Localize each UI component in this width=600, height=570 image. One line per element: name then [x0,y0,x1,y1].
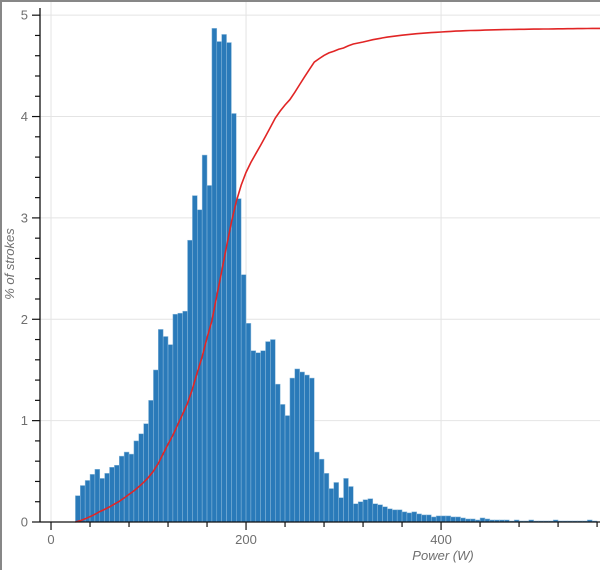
y-tick-label: 4 [21,109,28,124]
histogram-bar [206,185,213,523]
histogram-bar [367,498,374,523]
y-tick-label: 5 [21,8,28,23]
axes [39,8,600,523]
histogram-bar [270,339,276,523]
histogram-bar [162,336,169,523]
histogram-bar [75,495,81,523]
histogram-bar [119,455,125,523]
histogram-bar [231,113,237,523]
x-axis-title: Power (W) [412,548,473,563]
histogram-bar [245,323,252,523]
y-tick-label: 2 [21,312,28,327]
histogram-bar [318,458,325,523]
histogram-bar [435,515,442,523]
histogram-bar [333,482,339,523]
histogram-bar [80,485,86,523]
x-tick-label: 0 [47,532,54,547]
histogram-bar [279,404,286,523]
histogram-bar [284,415,291,523]
histogram-bar [455,516,461,523]
histogram-bar [133,440,140,523]
axis-tick-labels: 0 200 400 0 1 2 3 4 5 [21,8,452,547]
histogram-bar [406,512,413,523]
axis-ticks [32,14,598,530]
histogram-bar [387,508,393,523]
histogram-bars [75,28,598,523]
histogram-bar [172,313,179,523]
histogram-bar [104,473,110,523]
histogram-bar [226,42,232,523]
histogram-bar [396,509,403,523]
histogram-bar [382,506,388,523]
histogram-bar [338,497,344,523]
histogram-bar [114,464,120,523]
gridlines [40,2,600,522]
histogram-bar [328,488,335,523]
histogram-bar [377,504,383,523]
histogram-bar [357,501,364,523]
histogram-bar [372,503,378,523]
histogram-bar [260,350,266,523]
y-tick-label: 1 [21,413,28,428]
cumulative-line [75,27,600,523]
histogram-bar [99,478,105,523]
histogram-bar [323,473,330,523]
histogram-bar [401,511,408,523]
histogram-bar [192,195,198,523]
y-axis-title: % of strokes [2,228,17,300]
histogram-bar [362,499,369,523]
histogram-bar [421,514,427,523]
histogram-bar [167,344,174,523]
histogram-bar [109,467,115,523]
x-tick-label: 200 [235,532,257,547]
histogram-bar [158,329,164,523]
histogram-bar [148,400,154,523]
histogram-bar [221,34,227,523]
histogram-bar [123,451,130,523]
histogram-bar [440,515,447,523]
histogram-bar [275,383,281,523]
x-tick-label: 400 [430,532,452,547]
histogram-bar [128,453,135,523]
histogram-bar [426,514,432,523]
histogram-bar [314,451,320,523]
histogram-bar [392,509,398,523]
y-tick-label: 0 [21,515,28,530]
histogram-bar [431,516,437,523]
histogram-bar [416,513,422,523]
histogram-bar [211,28,218,523]
histogram-bar [445,515,452,523]
histogram-bar [343,478,349,523]
histogram-bar [236,198,242,523]
histogram-bar [265,341,271,523]
histogram-bar [289,377,296,523]
histogram-bar [294,368,300,523]
histogram-bar [353,503,359,523]
y-tick-label: 3 [21,210,28,225]
histogram-bar [138,433,144,523]
histogram-bar [143,423,149,523]
histogram-bar [348,486,354,523]
histogram-bar [182,310,188,523]
histogram-bar [309,377,315,523]
histogram-bar [153,369,159,523]
histogram-bar [84,480,91,523]
histogram-bar [255,352,261,523]
histogram-bar [411,511,417,523]
histogram-bar [250,350,257,523]
histogram-bar [240,274,247,523]
histogram-bar [450,516,456,523]
histogram-bar [187,239,193,523]
histogram-bar [299,371,305,523]
histogram-bar [304,374,310,523]
